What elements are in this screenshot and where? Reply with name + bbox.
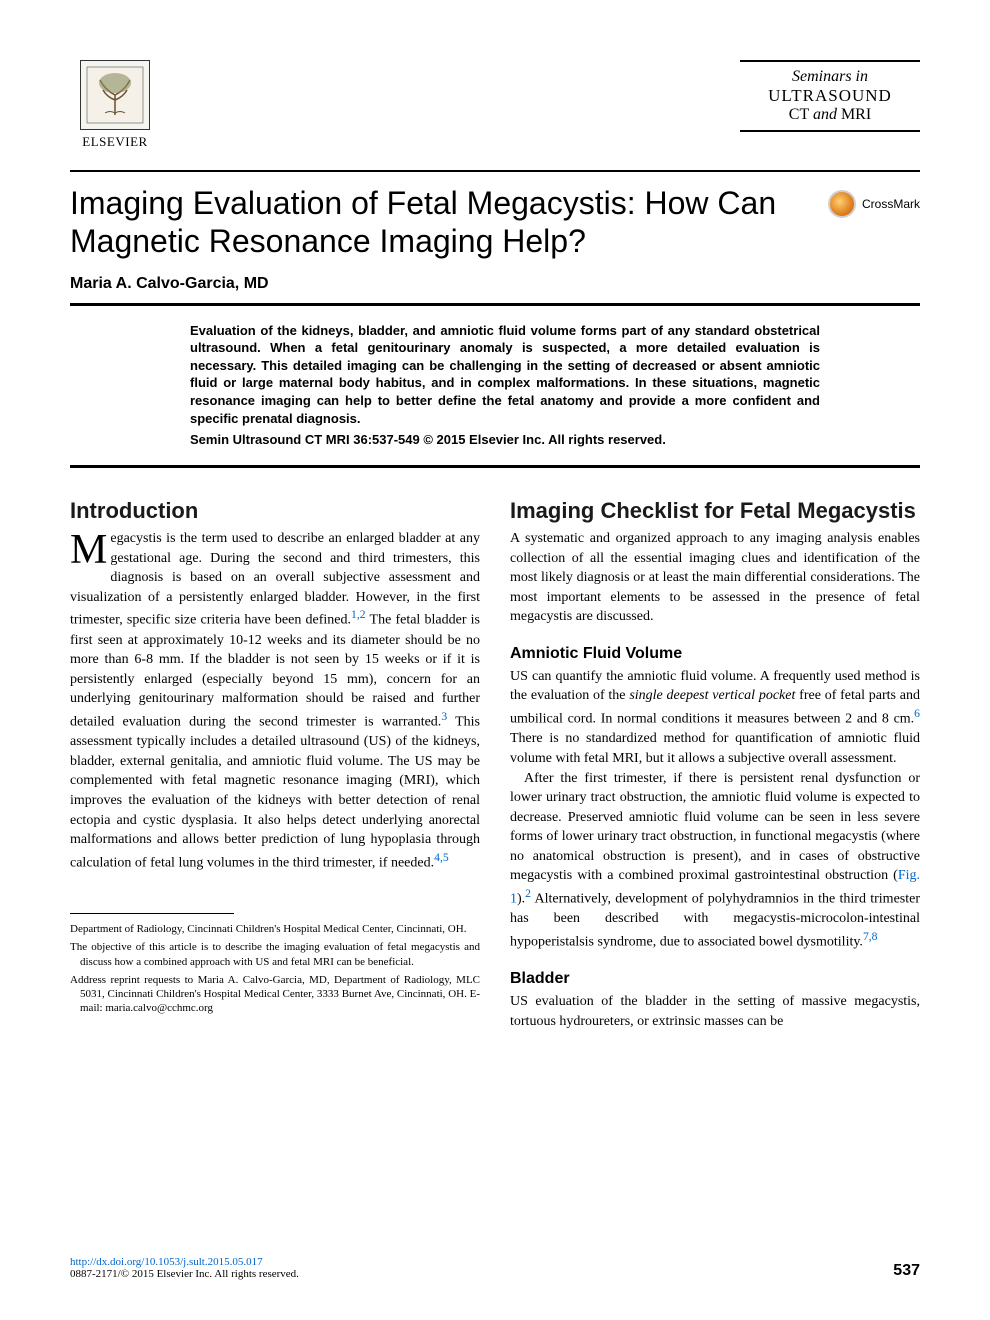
ref-4-5[interactable]: 4,5 xyxy=(434,851,449,864)
ref-6[interactable]: 6 xyxy=(914,707,920,720)
bladder-heading: Bladder xyxy=(510,970,920,988)
afv-heading: Amniotic Fluid Volume xyxy=(510,645,920,663)
author-name: Maria A. Calvo-Garcia, MD xyxy=(70,275,920,293)
checklist-heading: Imaging Checklist for Fetal Megacystis xyxy=(510,498,920,523)
right-column: Imaging Checklist for Fetal Megacystis A… xyxy=(510,498,920,1032)
footnote-objective: The objective of this article is to desc… xyxy=(70,940,480,969)
crossmark-badge[interactable]: CrossMark xyxy=(828,190,920,218)
page-header: ELSEVIER Seminars in ULTRASOUND CT and M… xyxy=(70,60,920,150)
article-title: Imaging Evaluation of Fetal Megacystis: … xyxy=(70,184,808,261)
elsevier-tree-icon xyxy=(80,60,150,130)
doi-link[interactable]: http://dx.doi.org/10.1053/j.sult.2015.05… xyxy=(70,1256,299,1268)
crossmark-icon xyxy=(828,190,856,218)
journal-name-line1: Seminars in xyxy=(752,68,908,86)
checklist-intro: A systematic and organized approach to a… xyxy=(510,529,920,627)
afv-p2-a: After the first trimester, if there is p… xyxy=(510,771,920,884)
journal-title-box: Seminars in ULTRASOUND CT and MRI xyxy=(740,60,920,132)
afv-p2-c: Alternatively, development of polyhydram… xyxy=(510,892,920,950)
ref-7-8[interactable]: 7,8 xyxy=(863,930,878,943)
journal-name-line3: CT and MRI xyxy=(752,106,908,124)
journal-ct: CT xyxy=(789,106,813,123)
publisher-logo: ELSEVIER xyxy=(70,60,160,150)
dropcap: M xyxy=(70,529,110,569)
journal-mri: MRI xyxy=(837,106,871,123)
left-column: Introduction Megacystis is the term used… xyxy=(70,498,480,1032)
journal-and: and xyxy=(813,106,837,123)
afv-italic: single deepest vertical pocket xyxy=(629,688,795,703)
publisher-name: ELSEVIER xyxy=(82,134,147,150)
afv-p1: US can quantify the amniotic fluid volum… xyxy=(510,667,920,769)
intro-paragraph: Megacystis is the term used to describe … xyxy=(70,529,480,873)
footnotes-block: Department of Radiology, Cincinnati Chil… xyxy=(70,922,480,1016)
issn-copyright: 0887-2171/© 2015 Elsevier Inc. All right… xyxy=(70,1268,299,1280)
body-columns: Introduction Megacystis is the term used… xyxy=(70,498,920,1032)
page-footer: http://dx.doi.org/10.1053/j.sult.2015.05… xyxy=(70,1256,920,1280)
bladder-p1: US evaluation of the bladder in the sett… xyxy=(510,992,920,1031)
introduction-heading: Introduction xyxy=(70,498,480,523)
divider-bottom xyxy=(70,465,920,468)
afv-p2-b: ). xyxy=(517,892,525,907)
footnote-reprint: Address reprint requests to Maria A. Cal… xyxy=(70,973,480,1016)
title-row: Imaging Evaluation of Fetal Megacystis: … xyxy=(70,170,920,261)
footnote-affiliation: Department of Radiology, Cincinnati Chil… xyxy=(70,922,480,936)
afv-text-c: There is no standardized method for quan… xyxy=(510,731,920,766)
afv-p2: After the first trimester, if there is p… xyxy=(510,769,920,953)
footnote-rule xyxy=(70,913,234,914)
abstract-block: Evaluation of the kidneys, bladder, and … xyxy=(70,306,920,465)
ref-1-2[interactable]: 1,2 xyxy=(351,608,366,621)
crossmark-label: CrossMark xyxy=(862,197,920,211)
intro-text-c: This assessment typically includes a det… xyxy=(70,715,480,871)
intro-text-b: The fetal bladder is first seen at appro… xyxy=(70,613,480,730)
abstract-text: Evaluation of the kidneys, bladder, and … xyxy=(190,323,820,426)
citation-line: Semin Ultrasound CT MRI 36:537-549 © 201… xyxy=(190,431,820,449)
footer-left: http://dx.doi.org/10.1053/j.sult.2015.05… xyxy=(70,1256,299,1280)
journal-name-line2: ULTRASOUND xyxy=(752,86,908,106)
page-number: 537 xyxy=(893,1262,920,1280)
